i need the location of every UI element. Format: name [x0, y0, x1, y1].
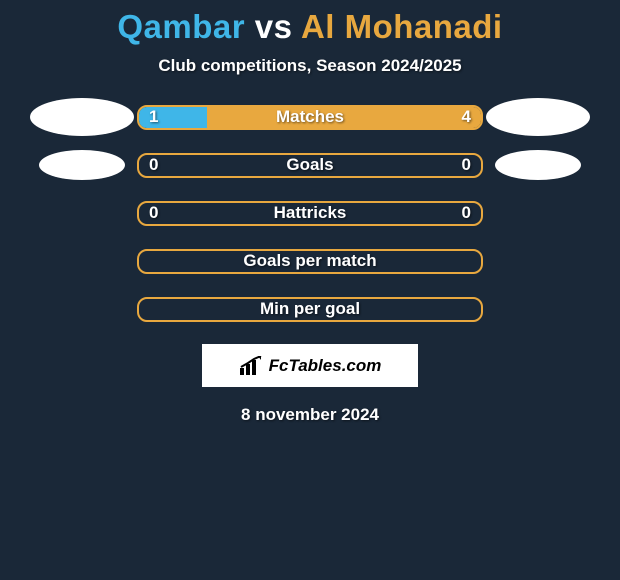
- player2-avatar: [495, 150, 581, 180]
- logo-box: FcTables.com: [202, 344, 418, 387]
- player2-name: Al Mohanadi: [301, 8, 503, 45]
- stat-row: Goals per match: [0, 248, 620, 274]
- avatar-slot-right: [483, 150, 593, 180]
- player1-avatar: [39, 150, 125, 180]
- stat-row: Min per goal: [0, 296, 620, 322]
- player1-name: Qambar: [117, 8, 245, 45]
- page-title: Qambar vs Al Mohanadi: [0, 0, 620, 46]
- stat-label: Matches: [139, 107, 481, 127]
- stat-bar: Min per goal: [137, 297, 483, 322]
- stat-row: 00Hattricks: [0, 200, 620, 226]
- stat-bar: Goals per match: [137, 249, 483, 274]
- chart-icon: [239, 356, 265, 376]
- player1-avatar: [30, 98, 134, 136]
- avatar-slot-right: [483, 98, 593, 136]
- stat-bar: 00Goals: [137, 153, 483, 178]
- player2-avatar: [486, 98, 590, 136]
- stat-row: 14Matches: [0, 104, 620, 130]
- logo-text: FcTables.com: [269, 356, 382, 376]
- stat-label: Goals per match: [139, 251, 481, 271]
- stat-row: 00Goals: [0, 152, 620, 178]
- avatar-slot-left: [27, 98, 137, 136]
- stat-bar: 00Hattricks: [137, 201, 483, 226]
- stats-container: 14Matches 00Goals 00Hattricks Goals per mat…: [0, 104, 620, 322]
- stat-label: Min per goal: [139, 299, 481, 319]
- subtitle: Club competitions, Season 2024/2025: [0, 56, 620, 76]
- stat-label: Hattricks: [139, 203, 481, 223]
- stat-label: Goals: [139, 155, 481, 175]
- vs-separator: vs: [255, 8, 293, 45]
- avatar-slot-left: [27, 150, 137, 180]
- date-text: 8 november 2024: [0, 405, 620, 425]
- stat-bar: 14Matches: [137, 105, 483, 130]
- logo: FcTables.com: [239, 356, 382, 376]
